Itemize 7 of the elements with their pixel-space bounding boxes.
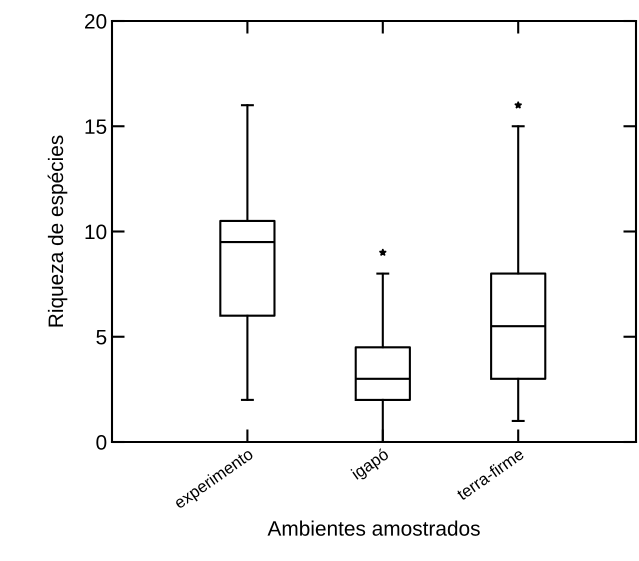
y-tick-label: 20 [85, 14, 106, 29]
y-tick-label: 15 [86, 119, 106, 134]
y-axis-title: Riqueza de espécies [48, 136, 68, 326]
y-tick-label: 10 [86, 224, 106, 240]
y-tick-label: 5 [96, 330, 106, 345]
y-tick-label: 0 [96, 435, 106, 450]
x-axis-title: Ambientes amostrados [268, 520, 480, 536]
